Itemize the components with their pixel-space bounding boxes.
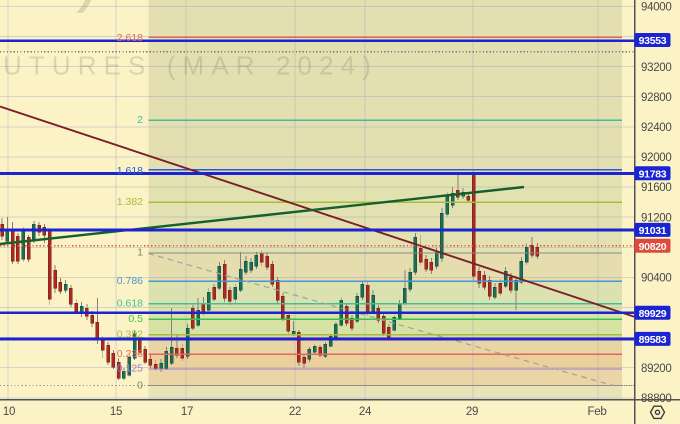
svg-text:91031: 91031 (639, 225, 667, 237)
svg-text:24: 24 (359, 406, 372, 418)
svg-text:0.618: 0.618 (117, 297, 143, 309)
svg-text:0.125: 0.125 (117, 363, 143, 375)
svg-text:92000: 92000 (641, 152, 671, 164)
svg-text:0.382: 0.382 (117, 329, 143, 341)
svg-text:1: 1 (137, 247, 143, 259)
svg-text:): ) (76, 0, 100, 14)
svg-text:93553: 93553 (639, 35, 667, 47)
svg-text:88800: 88800 (641, 393, 671, 405)
svg-text:2.618: 2.618 (117, 32, 143, 44)
svg-text:0: 0 (137, 379, 143, 391)
svg-text:93200: 93200 (641, 62, 671, 74)
svg-text:1.618: 1.618 (117, 165, 143, 177)
svg-text:89583: 89583 (639, 334, 667, 346)
svg-text:89929: 89929 (639, 308, 667, 320)
svg-text:Feb: Feb (588, 406, 607, 418)
svg-text:91783: 91783 (639, 169, 667, 181)
svg-text:0.5: 0.5 (128, 313, 143, 325)
svg-text:0.236: 0.236 (117, 348, 143, 360)
svg-text:1.382: 1.382 (117, 196, 143, 208)
svg-text:10: 10 (3, 406, 15, 418)
svg-text:22: 22 (289, 406, 301, 418)
svg-text:FUTURES (MAR 2024): FUTURES (MAR 2024) (0, 51, 378, 81)
svg-text:91200: 91200 (641, 212, 671, 224)
svg-text:90820: 90820 (639, 241, 667, 253)
svg-text:91600: 91600 (641, 182, 671, 194)
svg-text:92800: 92800 (641, 92, 671, 104)
svg-text:89200: 89200 (641, 363, 671, 375)
svg-text:2: 2 (137, 114, 143, 126)
svg-text:29: 29 (466, 406, 478, 418)
svg-text:90400: 90400 (641, 273, 671, 285)
svg-text:92400: 92400 (641, 122, 671, 134)
svg-text:15: 15 (110, 406, 122, 418)
svg-text:0.786: 0.786 (117, 275, 143, 287)
svg-text:94000: 94000 (641, 2, 671, 14)
svg-text:17: 17 (181, 406, 193, 418)
